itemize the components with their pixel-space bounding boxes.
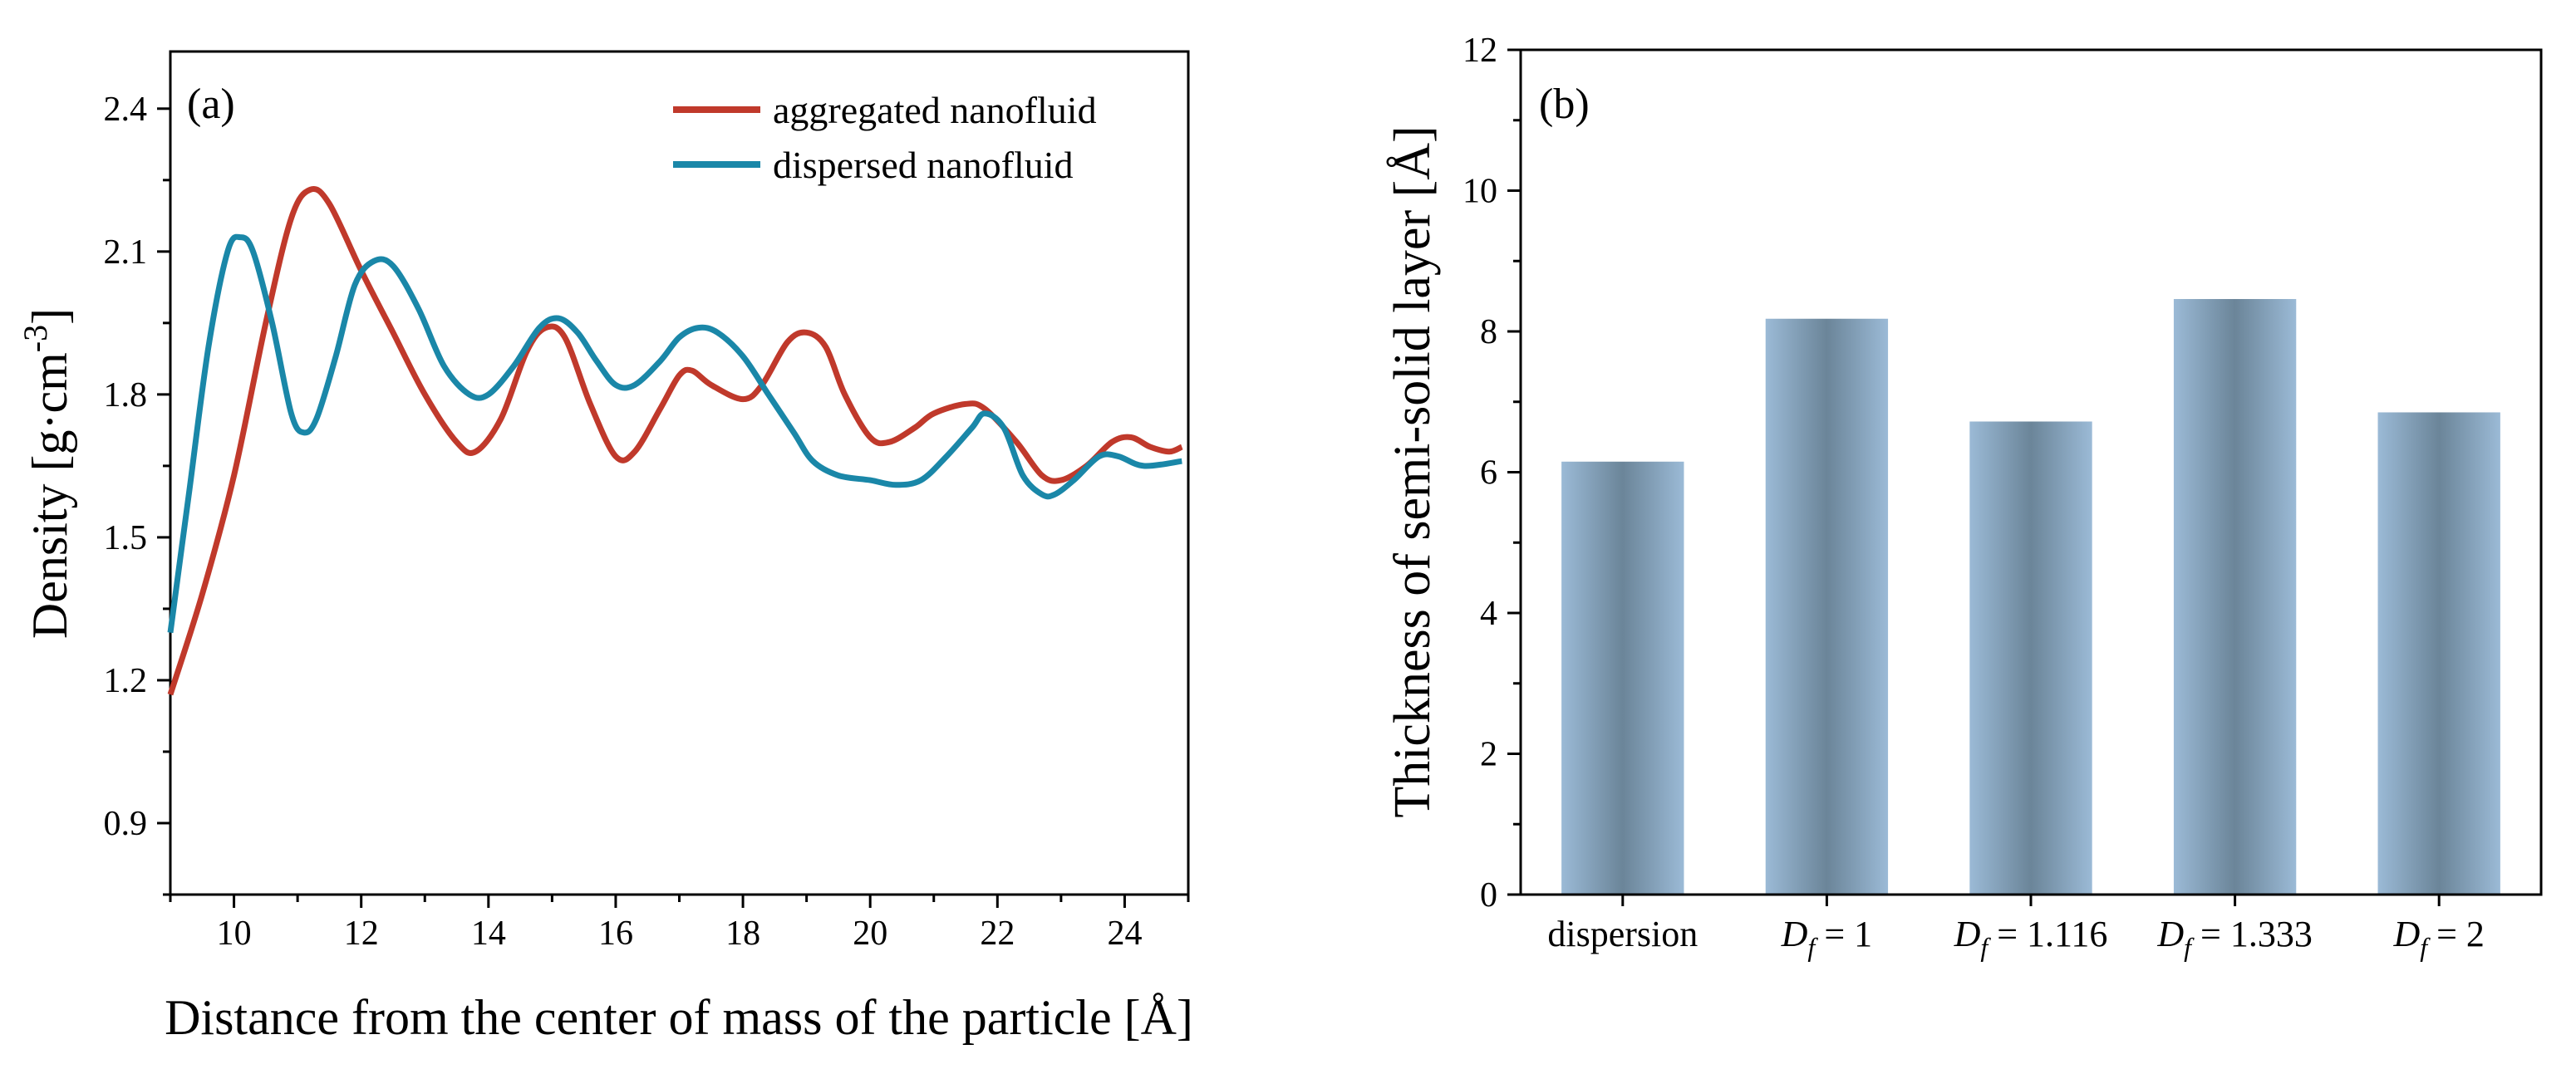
series-line-aggregated [167,185,1183,696]
y-tick-label-a: 2.1 [104,233,148,272]
x-tick-label-a: 20 [853,915,887,953]
tick-group-a: 10 12 14 16 18 20 22 24 0.9 1.2 1.5 1.8 2.1 2.4 [104,91,1190,953]
bar-group-b [1561,299,2500,895]
x-tick-label-a: 22 [980,915,1015,953]
y-tick-label-b: 2 [1480,736,1497,774]
legend-a: aggregated nanofluid dispersed nanofluid [673,89,1097,186]
x-tick-label-a: 12 [344,915,379,953]
legend-label-dispersed: dispersed nanofluid [773,144,1074,186]
panel-label-a: (a) [187,81,235,128]
y-axis-label-a: Density [g·cm-3] [17,308,77,639]
legend-label-aggregated: aggregated nanofluid [773,89,1097,131]
bar [2377,412,2500,895]
bar [1765,318,1889,895]
y-tick-label-b: 0 [1480,876,1497,915]
x-tick-label-a: 10 [217,915,252,953]
x-tick-label-b: Df = 1.116 [1954,914,2108,962]
bar [1561,461,1684,895]
x-tick-label-b: Df = 2 [2392,914,2485,962]
y-tick-label-a: 1.5 [104,519,148,557]
y-tick-label-b: 4 [1480,595,1497,633]
y-tick-label-b: 10 [1463,173,1497,211]
panel-b: 0 2 4 6 8 10 12 dispersion Df = 1 Df = 1.116 Df = … [1384,32,2543,962]
y-axis-label-b: Thickness of semi-solid layer [Å] [1384,125,1441,817]
series-group-a [167,185,1183,696]
x-tick-label-a: 24 [1107,915,1142,953]
y-tick-label-b: 8 [1480,313,1497,351]
bar [1969,421,2092,895]
tick-group-b: 0 2 4 6 8 10 12 dispersion Df = 1 Df = 1.116 Df = … [1463,32,2485,962]
x-tick-label-b: Df = 1.333 [2156,914,2313,962]
x-axis-label-a: Distance from the center of mass of the … [165,990,1193,1045]
y-tick-label-a: 2.4 [104,91,148,129]
x-tick-label-a: 14 [471,915,506,953]
x-tick-label-b: dispersion [1547,914,1698,954]
y-tick-label-a: 0.9 [104,805,148,843]
x-tick-label-a: 18 [725,915,760,953]
y-tick-label-a: 1.2 [104,662,148,700]
bar [2173,299,2297,895]
x-tick-label-b: Df = 1 [1781,914,1873,962]
panel-label-b: (b) [1539,81,1590,128]
x-tick-label-a: 16 [598,915,633,953]
series-line-dispersed [167,233,1182,634]
y-tick-label-b: 6 [1480,454,1497,493]
panel-a: 10 12 14 16 18 20 22 24 0.9 1.2 1.5 1.8 2.1 2.4 (a) a… [17,50,1193,1045]
y-tick-label-a: 1.8 [104,376,148,414]
y-tick-label-b: 12 [1463,32,1497,70]
